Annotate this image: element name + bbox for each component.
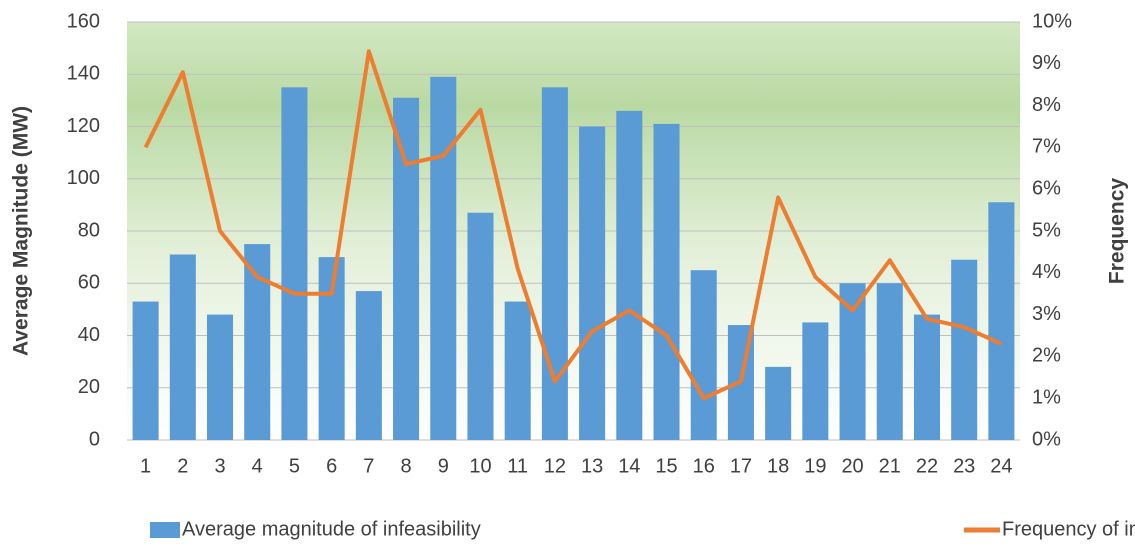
- bar: [169, 254, 196, 440]
- bar: [541, 87, 568, 440]
- bar: [951, 259, 978, 440]
- x-tick-label: 15: [655, 455, 677, 477]
- x-tick-label: 3: [214, 455, 225, 477]
- x-tick-label: 23: [953, 455, 975, 477]
- y-tick-label: 120: [67, 115, 100, 137]
- y-tick-label: 40: [78, 324, 100, 346]
- x-tick-label: 14: [618, 455, 640, 477]
- y2-tick-label: 10%: [1032, 10, 1072, 32]
- y-tick-label: 20: [78, 376, 100, 398]
- y-axis-title: Average Magnitude (MW): [10, 106, 33, 356]
- x-tick-label: 5: [289, 455, 300, 477]
- line: [143, 49, 1003, 401]
- x-tick-label: 13: [581, 455, 603, 477]
- bar: [393, 97, 420, 440]
- y-tick-label: 140: [67, 63, 100, 85]
- y2-tick-label: 0%: [1032, 428, 1061, 450]
- bar: [876, 283, 903, 440]
- bar: [467, 212, 494, 440]
- bar: [355, 291, 382, 440]
- y2-tick-label: 3%: [1032, 303, 1061, 325]
- bar: [430, 76, 457, 441]
- legend-label: Average magnitude of infeasibility: [182, 518, 481, 540]
- x-tick-label: 8: [401, 455, 412, 477]
- x-tick-label: 1: [140, 455, 151, 477]
- bar: [132, 301, 159, 440]
- bar: [281, 87, 308, 440]
- x-tick-label: 9: [438, 455, 449, 477]
- y2-tick-label: 1%: [1032, 386, 1061, 408]
- y2-tick-label: 5%: [1032, 219, 1061, 241]
- y2-axis-title: Frequency: [1106, 178, 1129, 285]
- x-tick-label: 21: [879, 455, 901, 477]
- x-tick-label: 17: [730, 455, 752, 477]
- bar: [690, 270, 717, 440]
- legend-swatch: [150, 522, 180, 538]
- y-tick-label: 80: [78, 219, 100, 241]
- y2-tick-label: 7%: [1032, 136, 1061, 158]
- x-tick-label: 4: [252, 455, 263, 477]
- x-tick-label: 12: [544, 455, 566, 477]
- bar: [913, 314, 941, 440]
- x-tick-label: 7: [363, 455, 374, 477]
- x-tick-label: 18: [767, 455, 789, 477]
- bar: [839, 283, 866, 440]
- y-tick-label: 0: [89, 428, 100, 450]
- bar: [653, 123, 680, 440]
- x-tick-label: 24: [990, 455, 1012, 477]
- x-tick-label: 6: [326, 455, 337, 477]
- bar: [206, 314, 234, 440]
- bar: [988, 202, 1015, 440]
- y2-tick-label: 2%: [1032, 345, 1061, 367]
- x-tick-label: 22: [916, 455, 938, 477]
- bar: [802, 322, 829, 440]
- bar: [244, 244, 271, 440]
- y-tick-label: 100: [67, 167, 100, 189]
- y-tick-label: 60: [78, 272, 100, 294]
- y-tick-label: 160: [67, 10, 100, 32]
- x-tick-label: 16: [693, 455, 715, 477]
- legend-label: Frequency of infeasibility: [1002, 518, 1135, 540]
- x-tick-label: 2: [177, 455, 188, 477]
- x-tick-label: 20: [841, 455, 863, 477]
- bar: [504, 301, 531, 440]
- y2-tick-label: 6%: [1032, 177, 1061, 199]
- bar: [616, 110, 643, 440]
- y2-tick-label: 4%: [1032, 261, 1061, 283]
- x-tick-label: 19: [804, 455, 826, 477]
- y2-tick-label: 9%: [1032, 52, 1061, 74]
- x-tick-label: 11: [507, 455, 528, 477]
- x-tick-label: 10: [469, 455, 491, 477]
- y2-tick-label: 8%: [1032, 94, 1061, 116]
- bar: [579, 126, 606, 440]
- bar: [765, 366, 792, 440]
